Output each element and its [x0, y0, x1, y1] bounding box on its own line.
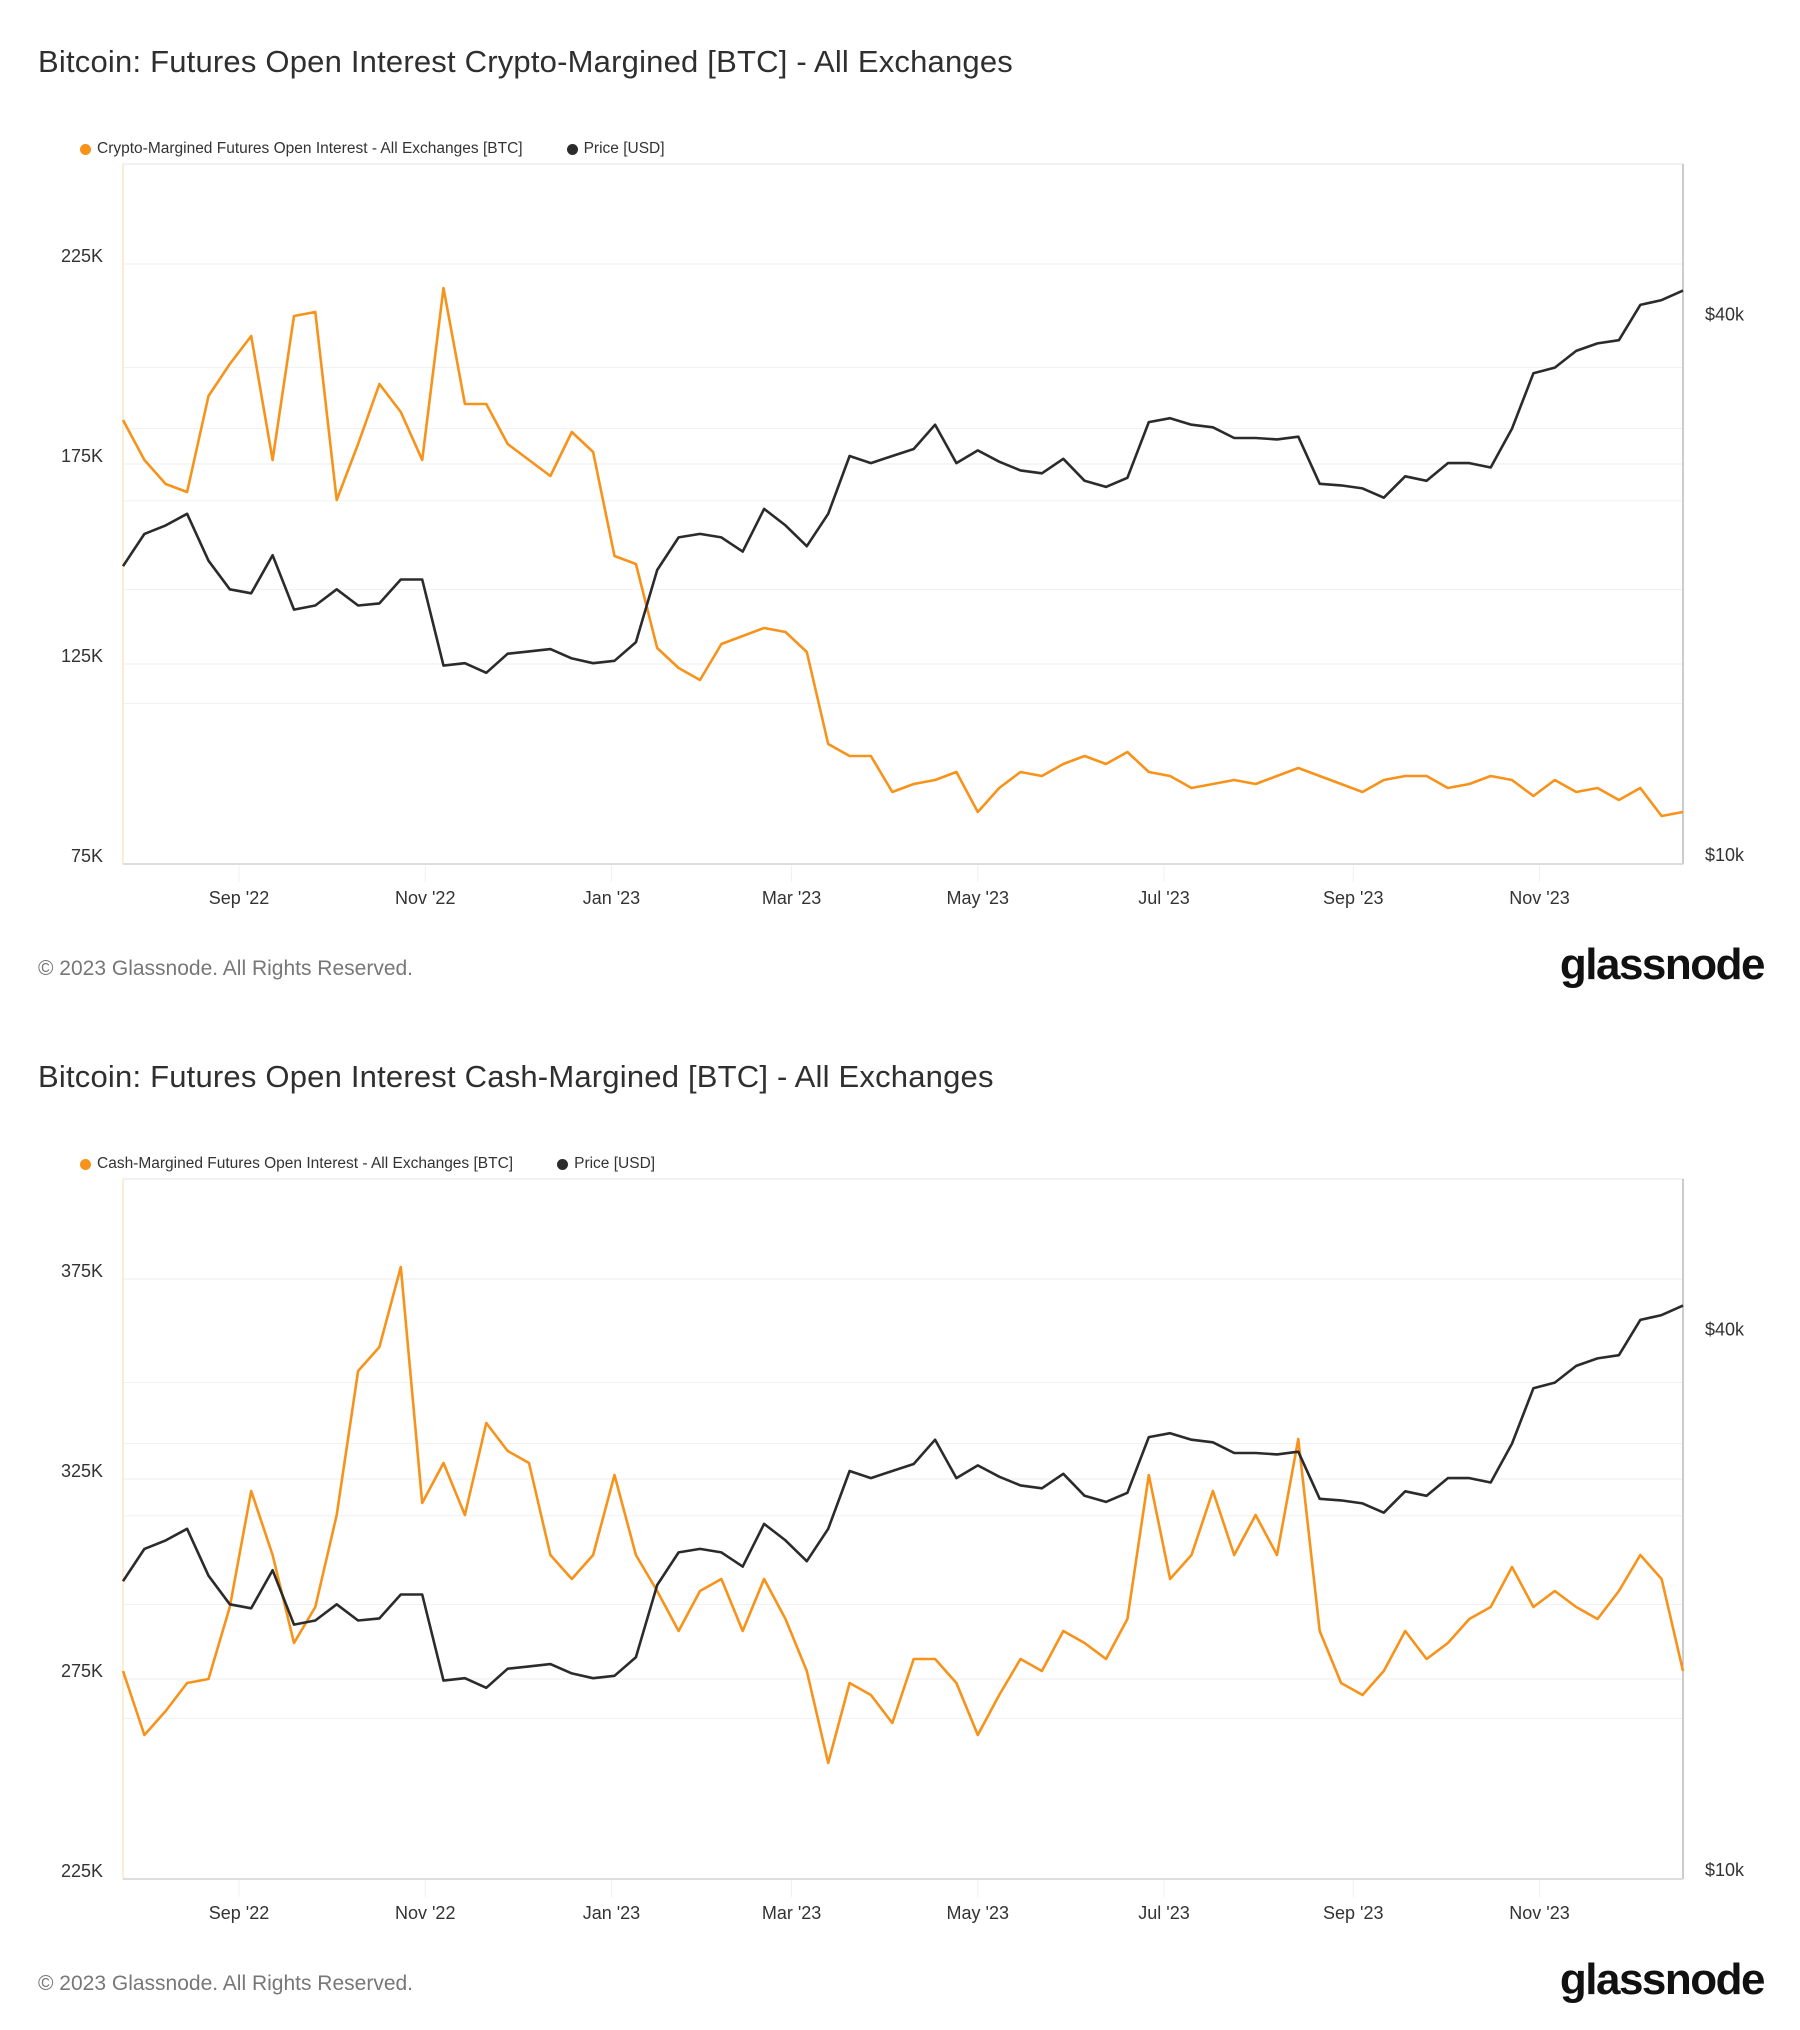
y-right-tick-label: $40k: [1705, 1320, 1745, 1340]
y-left-tick-label: 225K: [61, 1861, 103, 1881]
x-tick-label: Sep '23: [1323, 1903, 1384, 1923]
price-line: [121, 289, 1684, 675]
x-tick-label: Nov '23: [1509, 1903, 1569, 1923]
x-tick-label: Nov '22: [395, 1903, 455, 1923]
legend-dot-black-icon: [566, 143, 578, 155]
x-tick-label: May '23: [947, 888, 1009, 908]
y-left-tick-label: 175K: [61, 446, 103, 466]
x-tick-label: Jul '23: [1138, 1903, 1189, 1923]
chart-title: Bitcoin: Futures Open Interest Crypto-Ma…: [38, 44, 1014, 79]
x-tick-label: Sep '23: [1323, 888, 1384, 908]
x-tick-label: Jan '23: [583, 1903, 640, 1923]
price-line: [121, 1304, 1684, 1690]
y-right-tick-label: $10k: [1705, 845, 1745, 865]
legend-label: Price [USD]: [583, 140, 665, 157]
x-tick-label: Mar '23: [762, 1903, 821, 1923]
line-chart: 225K 275K 325K 375K $10k $40k Sep '22 Nov '22 Ja…: [61, 1178, 1745, 1923]
y-right-tick-label: $40k: [1705, 305, 1745, 325]
legend-item-price[interactable]: Price [USD]: [566, 140, 665, 158]
legend-dot-orange-icon: [80, 1158, 91, 1170]
y-left-tick-label: 125K: [61, 646, 103, 666]
legend: Cash-Margined Futures Open Interest - Al…: [80, 1155, 655, 1173]
legend-label: Crypto-Margined Futures Open Interest - …: [97, 140, 523, 157]
copyright: © 2023 Glassnode. All Rights Reserved.: [38, 1972, 414, 1995]
y-left-tick-label: 375K: [61, 1261, 103, 1281]
plot-area: [122, 1178, 1684, 1880]
y-left-tick-label: 225K: [61, 246, 103, 266]
legend-label: Cash-Margined Futures Open Interest - Al…: [97, 1155, 514, 1172]
legend-label: Price [USD]: [574, 1155, 656, 1172]
open-interest-line: [121, 1265, 1685, 1765]
legend-dot-black-icon: [557, 1158, 569, 1170]
x-tick-label: Jul '23: [1138, 888, 1189, 908]
legend-item-oi[interactable]: Crypto-Margined Futures Open Interest - …: [80, 140, 523, 158]
chart-title: Bitcoin: Futures Open Interest Cash-Marg…: [38, 1059, 994, 1094]
x-tick-label: Nov '22: [395, 888, 455, 908]
x-tick-label: Mar '23: [762, 888, 821, 908]
x-tick-label: Sep '22: [209, 888, 270, 908]
legend-dot-orange-icon: [80, 143, 91, 155]
x-tick-label: May '23: [947, 1903, 1009, 1923]
x-tick-label: Sep '22: [209, 1903, 270, 1923]
chart-panel-cash-margined: Bitcoin: Futures Open Interest Cash-Marg…: [0, 1015, 1800, 2030]
y-left-tick-label: 325K: [61, 1461, 103, 1481]
line-chart: 75K 125K 175K 225K $10k $40k Sep '22 Nov '22 Jan…: [61, 163, 1745, 908]
copyright: © 2023 Glassnode. All Rights Reserved.: [38, 957, 414, 980]
glassnode-logo: glassnode: [1559, 1955, 1766, 2004]
y-right-tick-label: $10k: [1705, 1860, 1745, 1880]
legend-item-price[interactable]: Price [USD]: [557, 1155, 655, 1173]
chart-panel-crypto-margined: Bitcoin: Futures Open Interest Crypto-Ma…: [38, 44, 1766, 989]
glassnode-logo: glassnode: [1559, 940, 1766, 989]
y-left-tick-label: 75K: [71, 846, 103, 866]
y-left-tick-label: 275K: [61, 1661, 103, 1681]
open-interest-line: [121, 286, 1684, 818]
legend-item-oi[interactable]: Cash-Margined Futures Open Interest - Al…: [80, 1155, 513, 1173]
plot-area: [122, 163, 1684, 865]
legend: Crypto-Margined Futures Open Interest - …: [80, 140, 665, 158]
x-tick-label: Jan '23: [583, 888, 640, 908]
x-tick-label: Nov '23: [1509, 888, 1569, 908]
